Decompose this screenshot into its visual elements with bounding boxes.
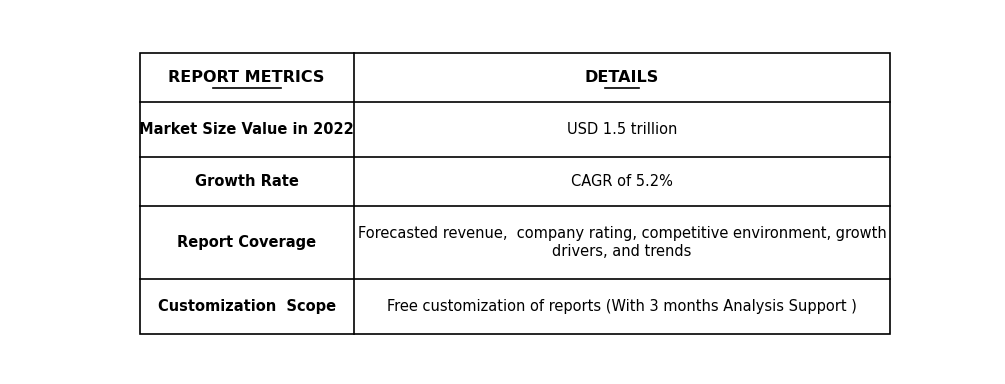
Text: DETAILS: DETAILS bbox=[585, 70, 659, 85]
Text: REPORT METRICS: REPORT METRICS bbox=[169, 70, 325, 85]
Text: USD 1.5 trillion: USD 1.5 trillion bbox=[567, 122, 677, 137]
Text: Forecasted revenue,  company rating, competitive environment, growth
drivers, an: Forecasted revenue, company rating, comp… bbox=[358, 226, 886, 259]
Text: CAGR of 5.2%: CAGR of 5.2% bbox=[571, 174, 673, 189]
Text: Market Size Value in 2022: Market Size Value in 2022 bbox=[140, 122, 354, 137]
Text: Free customization of reports (With 3 months Analysis Support ): Free customization of reports (With 3 mo… bbox=[387, 300, 857, 314]
Text: Customization  Scope: Customization Scope bbox=[158, 300, 336, 314]
Text: Report Coverage: Report Coverage bbox=[177, 235, 317, 250]
Text: Growth Rate: Growth Rate bbox=[195, 174, 298, 189]
